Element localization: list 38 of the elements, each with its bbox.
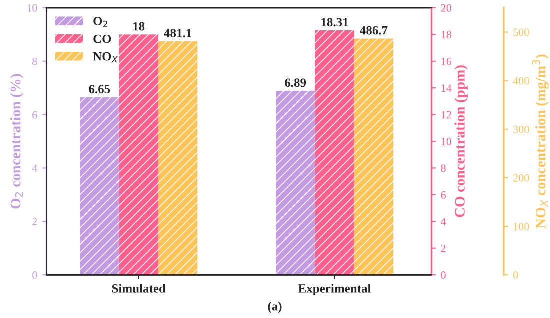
y3-tick-label: 300 <box>514 126 530 134</box>
data-label: 481.1 <box>164 29 192 38</box>
data-label: 6.65 <box>89 85 110 94</box>
y-tick-label: 8 <box>32 58 38 66</box>
data-label: 6.89 <box>285 78 306 88</box>
legend-label: CO <box>94 34 112 44</box>
y2-tick-label: 0 <box>441 272 446 280</box>
y-tick-label: 0 <box>32 272 38 280</box>
y3-axis-title: NO$_{X}$ concentration (mg/m$^{3}$) <box>532 54 549 229</box>
y-tick-label: 6 <box>32 111 38 119</box>
y3-tick-label: 200 <box>513 174 530 182</box>
y2-tick-label: 14 <box>442 84 452 92</box>
y-tick-label: 2 <box>32 218 38 226</box>
y3-tick-label: 0 <box>513 272 518 280</box>
legend-label: NO$_{X}$ <box>93 52 118 63</box>
y2-tick-label: 12 <box>442 111 452 119</box>
y-tick-label: 10 <box>28 4 38 12</box>
y3-tick-label: 400 <box>513 77 530 85</box>
data-label: 18.31 <box>322 18 348 27</box>
y-tick-label: 4 <box>32 164 38 172</box>
y3-tick-label: 500 <box>514 28 530 36</box>
y2-tick-label: 2 <box>441 244 446 252</box>
x-tick-label: Experimental <box>298 284 372 296</box>
y2-tick-label: 20 <box>441 4 452 12</box>
y3-tick-label: 100 <box>514 222 530 230</box>
x-tick-label: Simulated <box>112 284 166 293</box>
y2-tick-label: 10 <box>442 138 452 146</box>
y2-tick-label: 16 <box>442 58 452 66</box>
y-axis-title: O$_{2}$ concentration (%) <box>10 74 24 209</box>
y2-tick-label: 4 <box>440 218 446 226</box>
y2-tick-label: 18 <box>442 31 452 39</box>
y2-tick-label: 6 <box>441 191 446 199</box>
legend-label: O$_{2}$ <box>94 17 108 28</box>
text: (a) <box>268 302 282 314</box>
y2-axis-title: CO concentration (ppm) <box>454 66 468 218</box>
data-label: 18 <box>134 22 145 31</box>
y2-tick-label: 8 <box>441 164 446 172</box>
data-label: 486.7 <box>360 26 388 35</box>
